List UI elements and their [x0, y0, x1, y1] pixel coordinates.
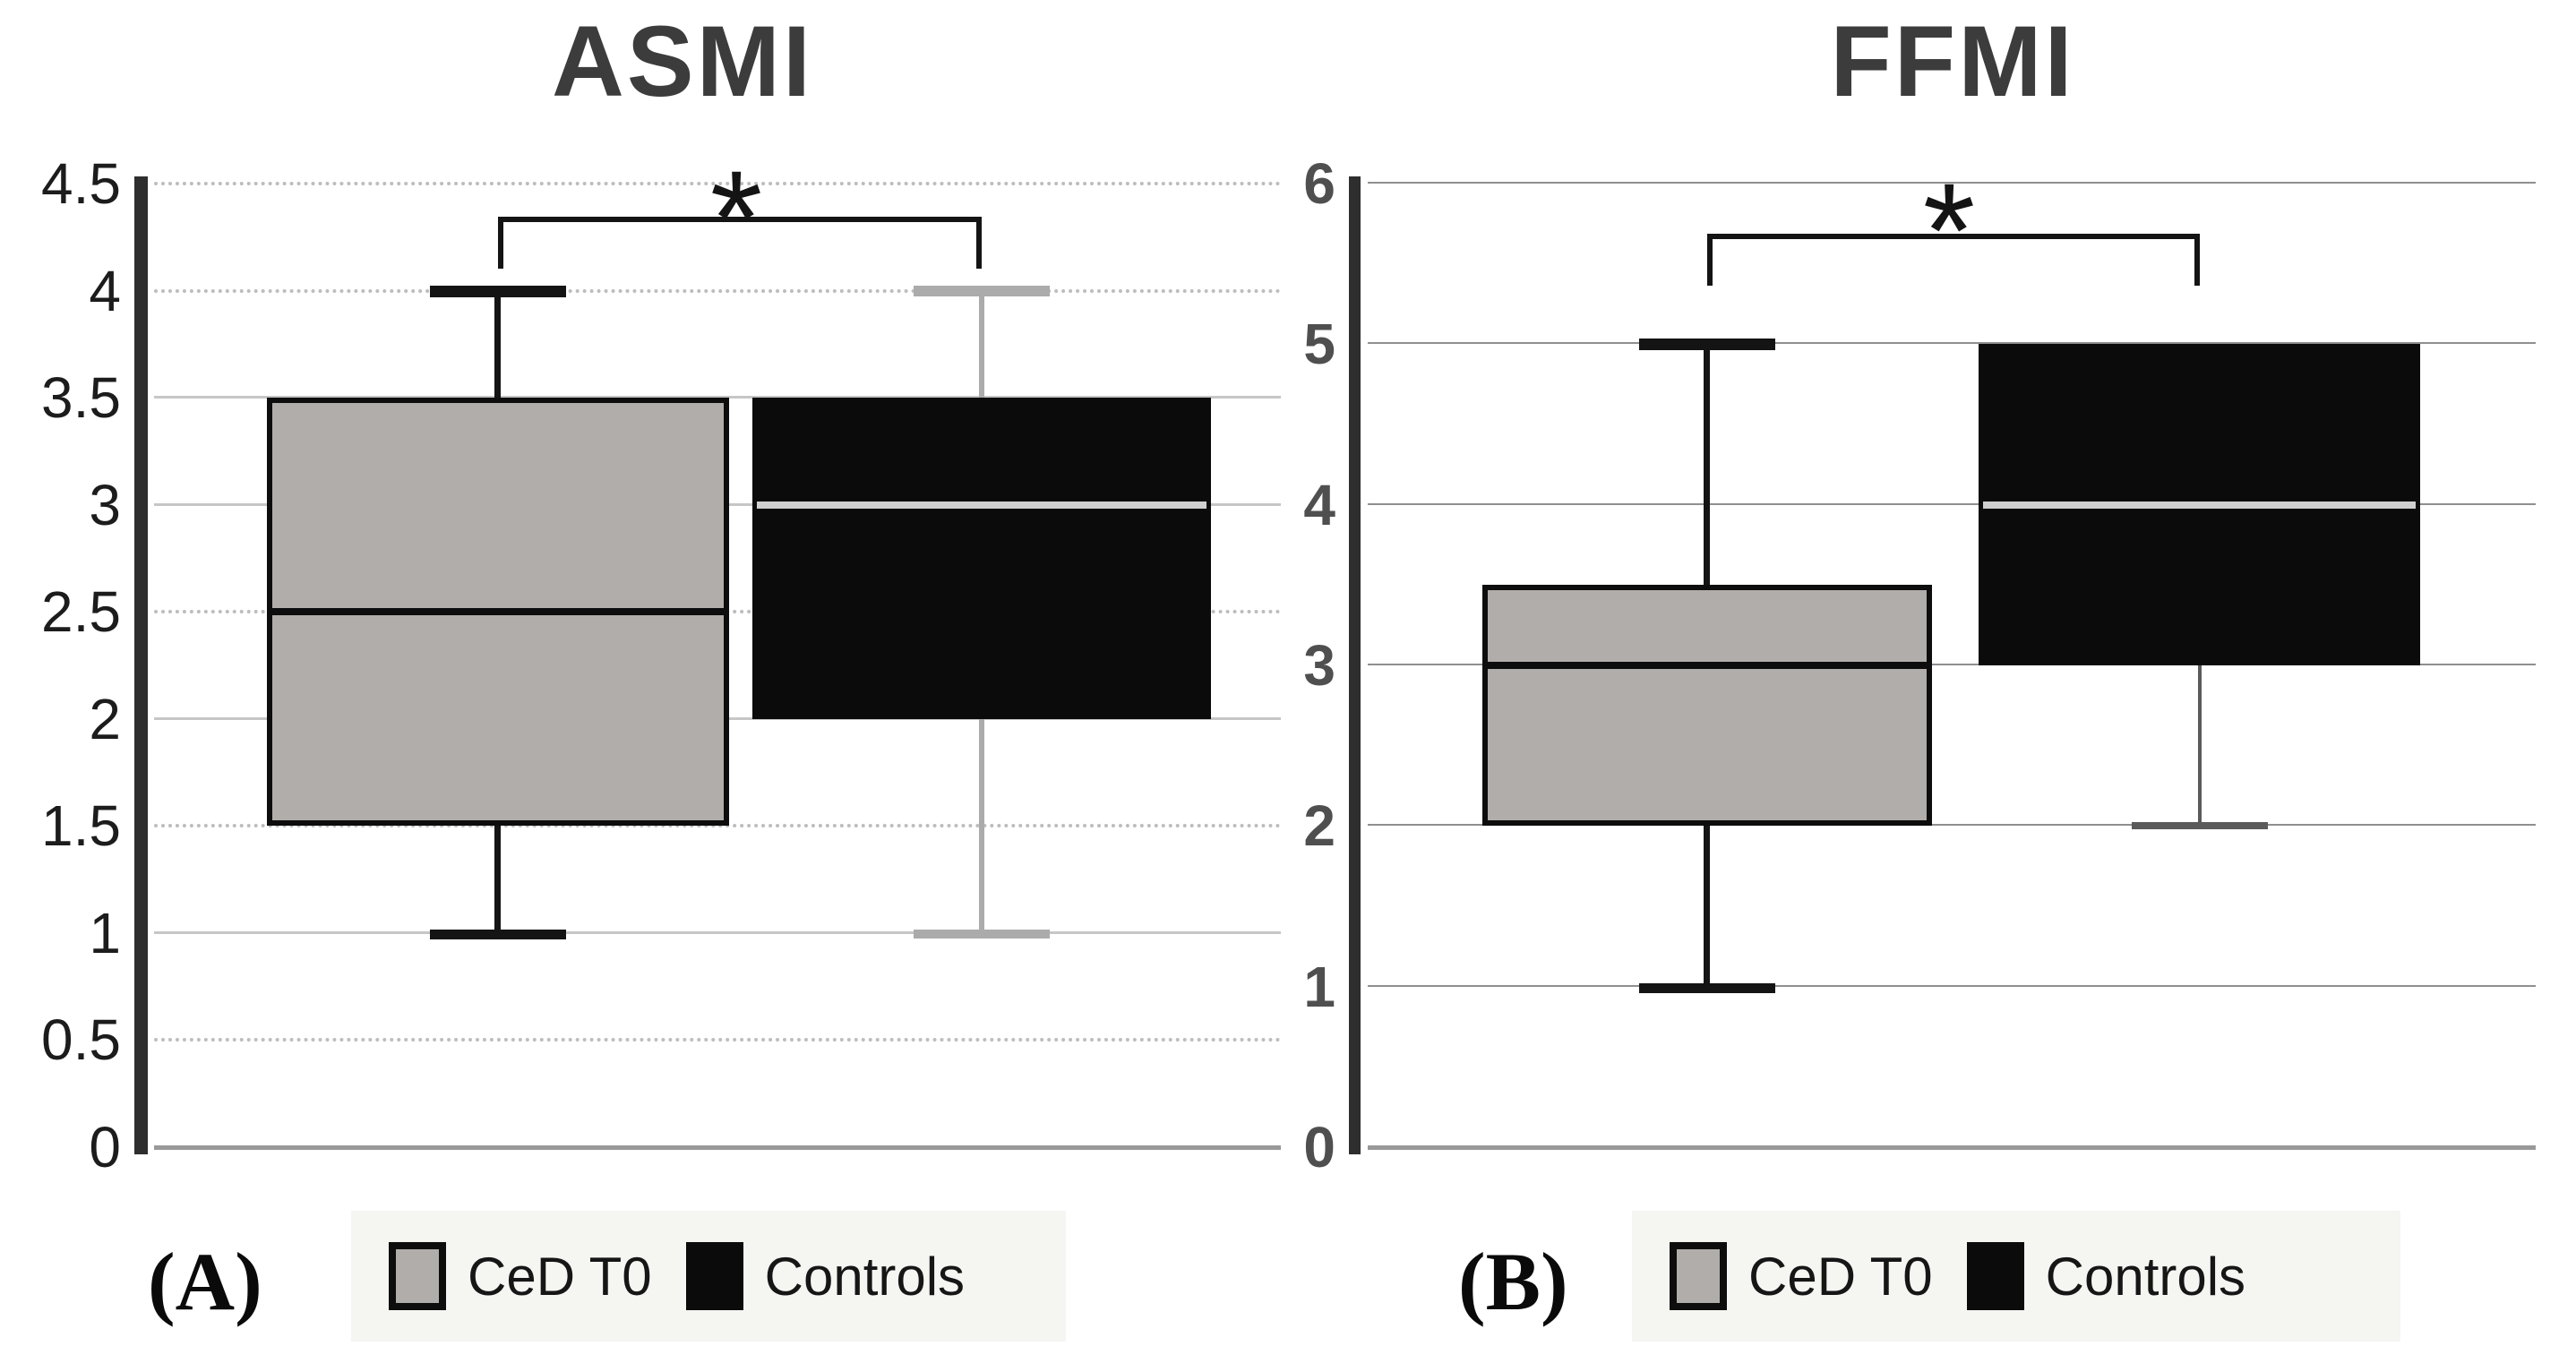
whisker-lower: [1704, 826, 1710, 987]
y-tick-label: 1: [1303, 955, 1335, 1019]
y-gridline: [154, 182, 1281, 185]
legend-swatch-controls: [685, 1242, 743, 1310]
significance-bracket-tick-right: [976, 217, 982, 269]
whisker-lower: [494, 826, 501, 933]
panel-label-b: (B): [1458, 1236, 1568, 1327]
legend-swatch-controls: [1966, 1242, 2024, 1310]
y-tick-label: 2: [1303, 793, 1335, 858]
y-tick-label: 1: [89, 901, 121, 965]
y-gridline: [1368, 824, 2536, 826]
legend-swatch-ced: [389, 1242, 446, 1310]
legend-b: CeD T0 Controls: [1632, 1211, 2400, 1342]
legend-swatch-ced: [1670, 1242, 1727, 1310]
median-line: [1487, 662, 1928, 669]
legend-label-ced: CeD T0: [1748, 1246, 1933, 1307]
whisker-cap-bottom: [2131, 822, 2268, 830]
legend-label-ced: CeD T0: [468, 1246, 652, 1307]
y-gridline: [1368, 503, 2536, 505]
legend-label-controls: Controls: [2045, 1246, 2246, 1307]
whisker-cap-top: [914, 285, 1050, 296]
box-controls: [752, 398, 1211, 719]
median-line: [757, 501, 1206, 509]
box-ced-t0: [1482, 585, 1932, 827]
y-tick-label: 6: [1303, 151, 1335, 216]
y-gridline: [1368, 664, 2536, 665]
y-axis: [134, 176, 148, 1154]
y-tick-label: 5: [1303, 312, 1335, 376]
significance-bracket-tick-left: [1707, 234, 1713, 286]
y-tick-label: 4.5: [41, 151, 121, 216]
y-gridline: [1368, 1145, 2536, 1150]
y-gridline: [154, 1145, 1281, 1150]
legend-item-controls: Controls: [1966, 1242, 2246, 1310]
chart-title-ffmi: FFMI: [1830, 5, 2075, 117]
y-gridline: [154, 931, 1281, 934]
legend-item-ced: CeD T0: [1670, 1242, 1933, 1310]
whisker-upper: [979, 290, 984, 399]
y-tick-label: 4: [1303, 473, 1335, 537]
whisker-lower: [979, 718, 984, 933]
y-tick-label: 0: [89, 1115, 121, 1179]
significance-bracket-tick-left: [498, 217, 503, 269]
legend-a: CeD T0 Controls: [351, 1211, 1066, 1342]
significance-bracket: [1707, 234, 2200, 239]
y-gridline: [154, 289, 1281, 293]
whisker-lower: [2197, 665, 2202, 827]
legend-item-ced: CeD T0: [389, 1242, 652, 1310]
panel-label-a: (A): [148, 1236, 262, 1327]
y-tick-label: 1.5: [41, 793, 121, 858]
y-gridline: [1368, 985, 2536, 987]
whisker-cap-bottom: [1639, 982, 1775, 993]
y-gridline: [154, 1038, 1281, 1042]
y-tick-label: 3.5: [41, 365, 121, 430]
whisker-cap-top: [1639, 339, 1775, 351]
whisker-cap-bottom: [914, 929, 1050, 939]
whisker-cap-bottom: [430, 929, 566, 939]
significance-bracket-tick-right: [2194, 234, 2200, 286]
chart-title-asmi: ASMI: [552, 5, 813, 117]
y-tick-label: 3: [89, 473, 121, 537]
significance-star: *: [1922, 155, 1976, 305]
whisker-cap-top: [430, 285, 566, 297]
y-gridline: [1368, 182, 2536, 184]
y-tick-label: 2: [89, 687, 121, 751]
significance-star: *: [709, 142, 763, 293]
y-gridline: [154, 396, 1281, 399]
legend-item-controls: Controls: [685, 1242, 966, 1310]
y-tick-label: 4: [89, 259, 121, 323]
y-tick-label: 3: [1303, 633, 1335, 698]
y-axis: [1349, 176, 1361, 1154]
whisker-upper: [494, 290, 501, 399]
y-tick-label: 2.5: [41, 579, 121, 644]
y-gridline: [1368, 342, 2536, 344]
median-line: [1983, 501, 2416, 509]
whisker-upper: [1704, 344, 1710, 586]
y-tick-label: 0.5: [41, 1007, 121, 1072]
legend-label-controls: Controls: [764, 1246, 966, 1307]
median-line: [271, 608, 725, 616]
y-tick-label: 0: [1303, 1115, 1335, 1179]
significance-bracket: [498, 217, 982, 222]
